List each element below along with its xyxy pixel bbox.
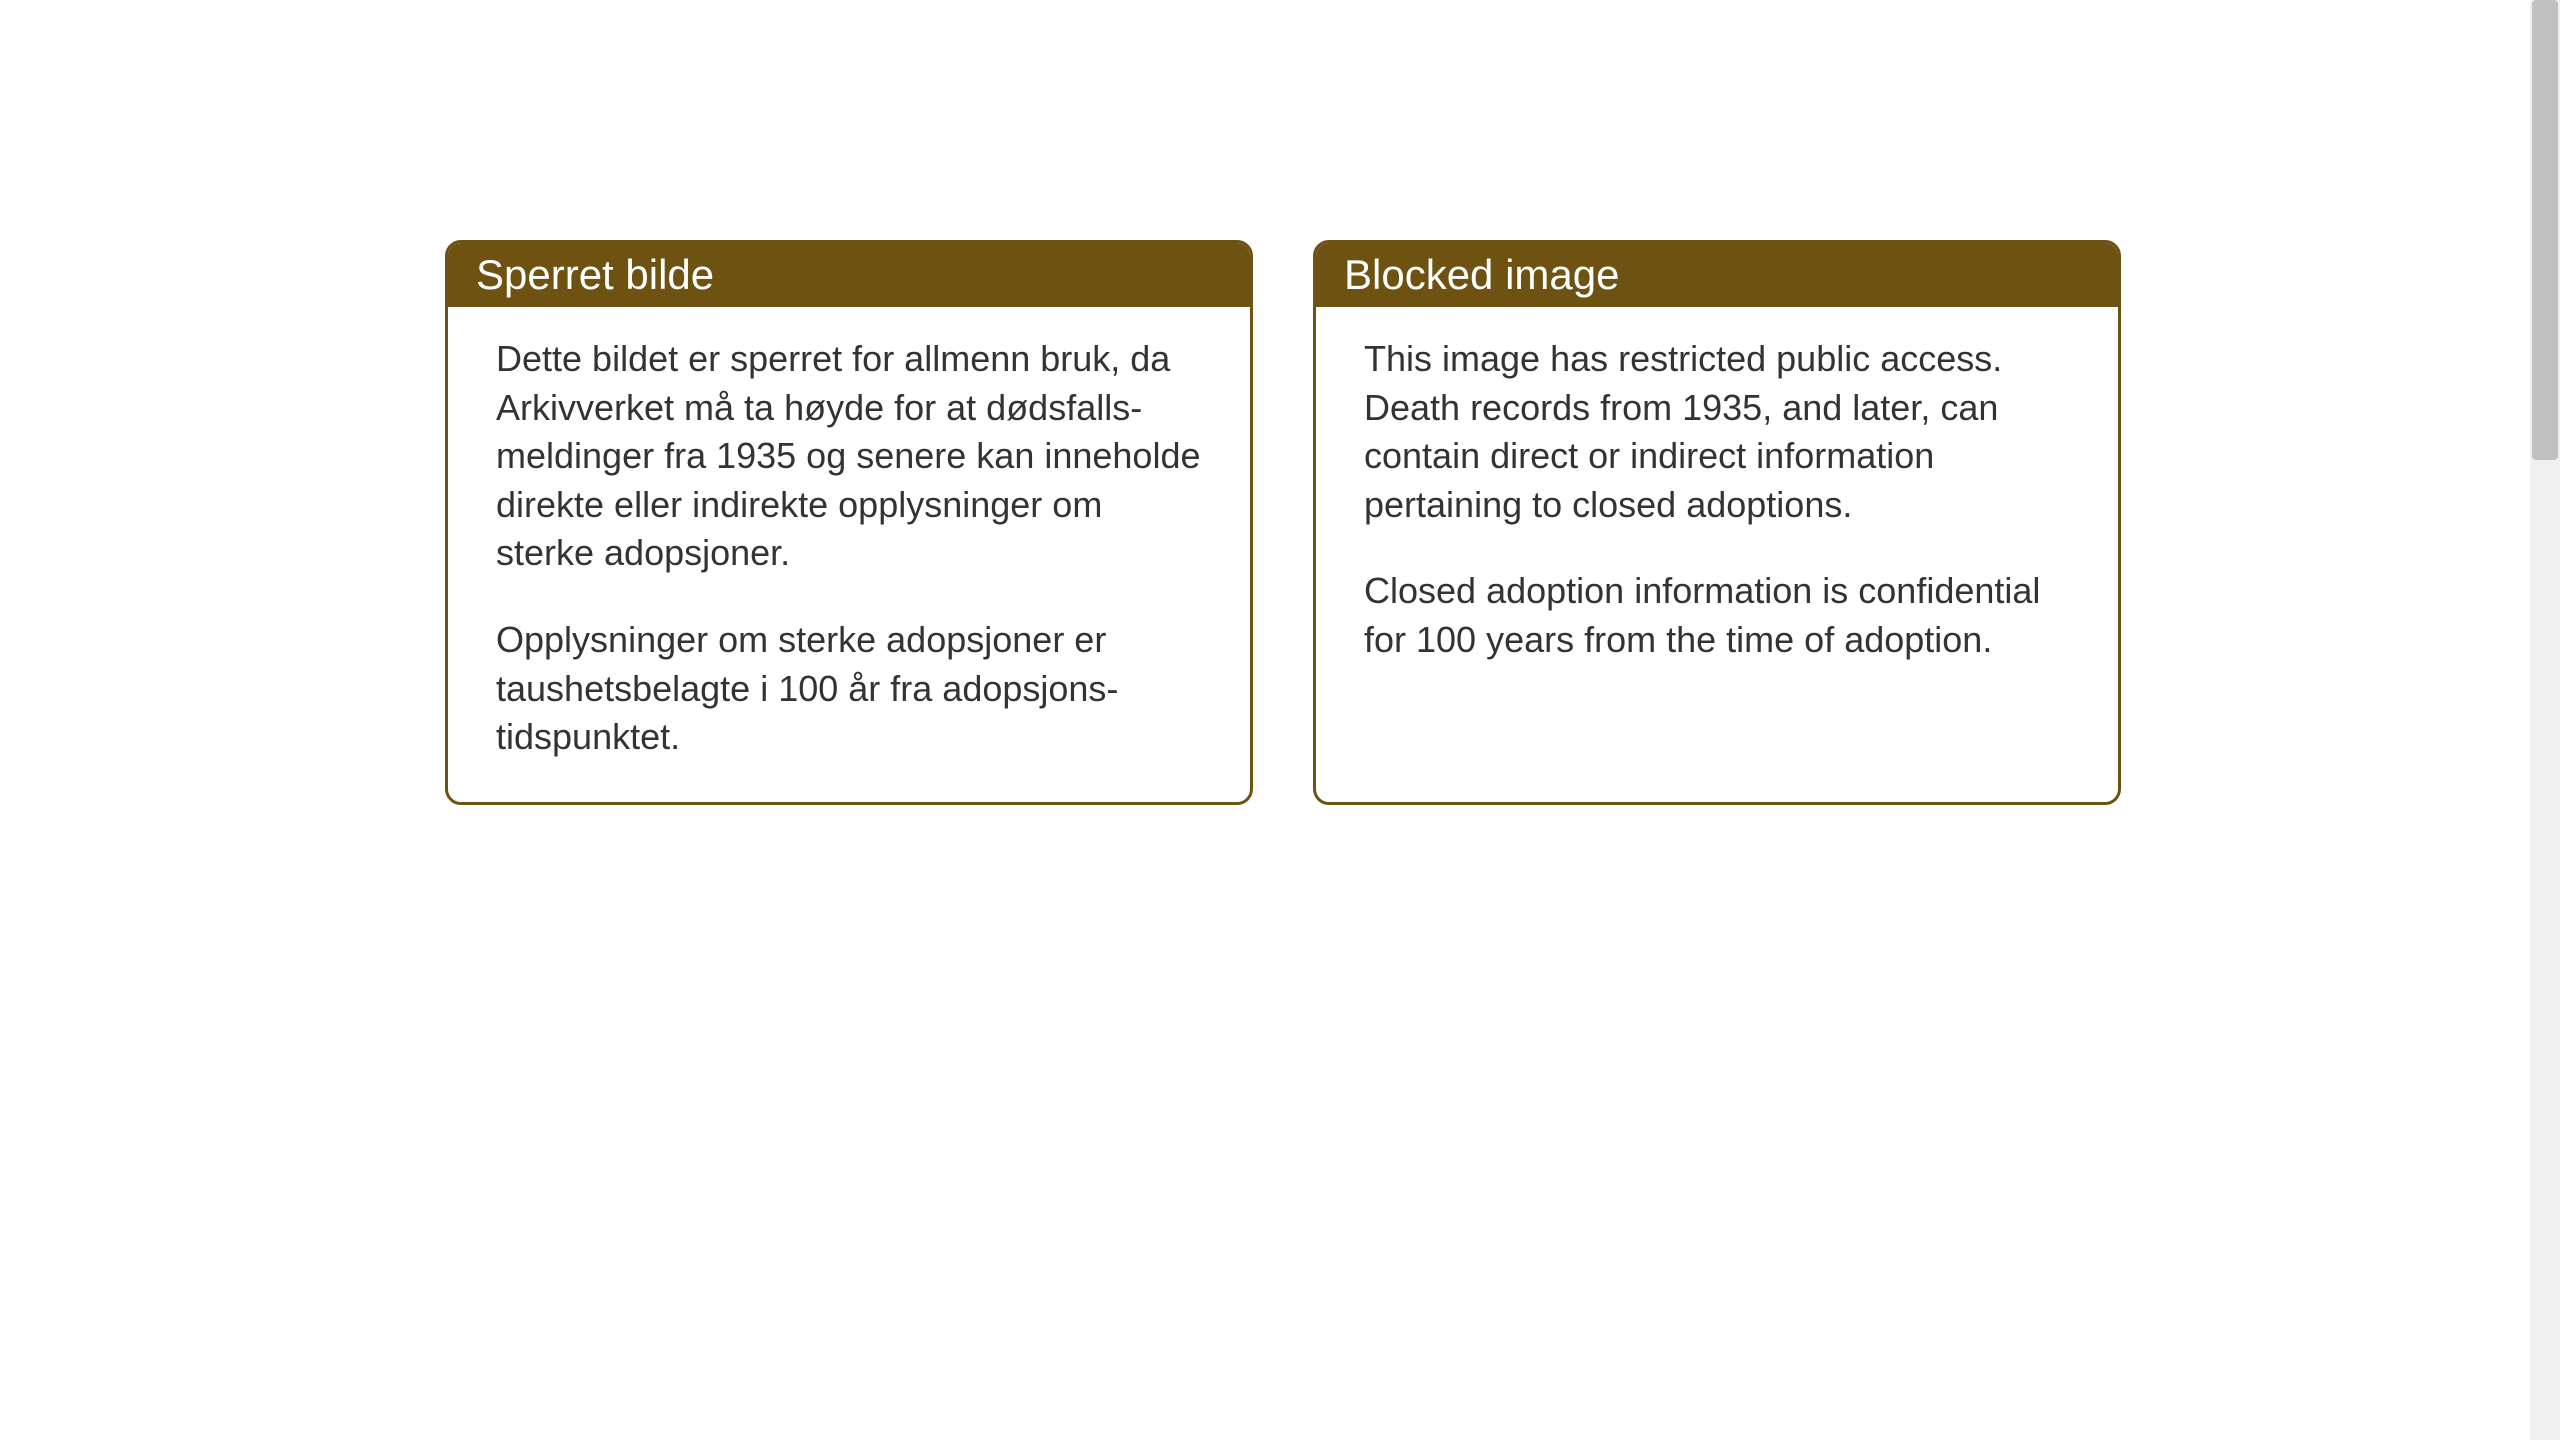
vertical-scrollbar[interactable]: [2530, 0, 2560, 1440]
norwegian-paragraph-1: Dette bildet er sperret for allmenn bruk…: [496, 335, 1202, 578]
english-paragraph-1: This image has restricted public access.…: [1364, 335, 2070, 529]
english-card-title: Blocked image: [1316, 243, 2118, 307]
norwegian-card-body: Dette bildet er sperret for allmenn bruk…: [448, 307, 1250, 802]
english-paragraph-2: Closed adoption information is confident…: [1364, 567, 2070, 664]
norwegian-paragraph-2: Opplysninger om sterke adopsjoner er tau…: [496, 616, 1202, 762]
norwegian-card-title: Sperret bilde: [448, 243, 1250, 307]
english-notice-card: Blocked image This image has restricted …: [1313, 240, 2121, 805]
norwegian-notice-card: Sperret bilde Dette bildet er sperret fo…: [445, 240, 1253, 805]
english-card-body: This image has restricted public access.…: [1316, 307, 2118, 727]
notice-container: Sperret bilde Dette bildet er sperret fo…: [445, 240, 2121, 805]
scrollbar-thumb[interactable]: [2532, 0, 2558, 460]
